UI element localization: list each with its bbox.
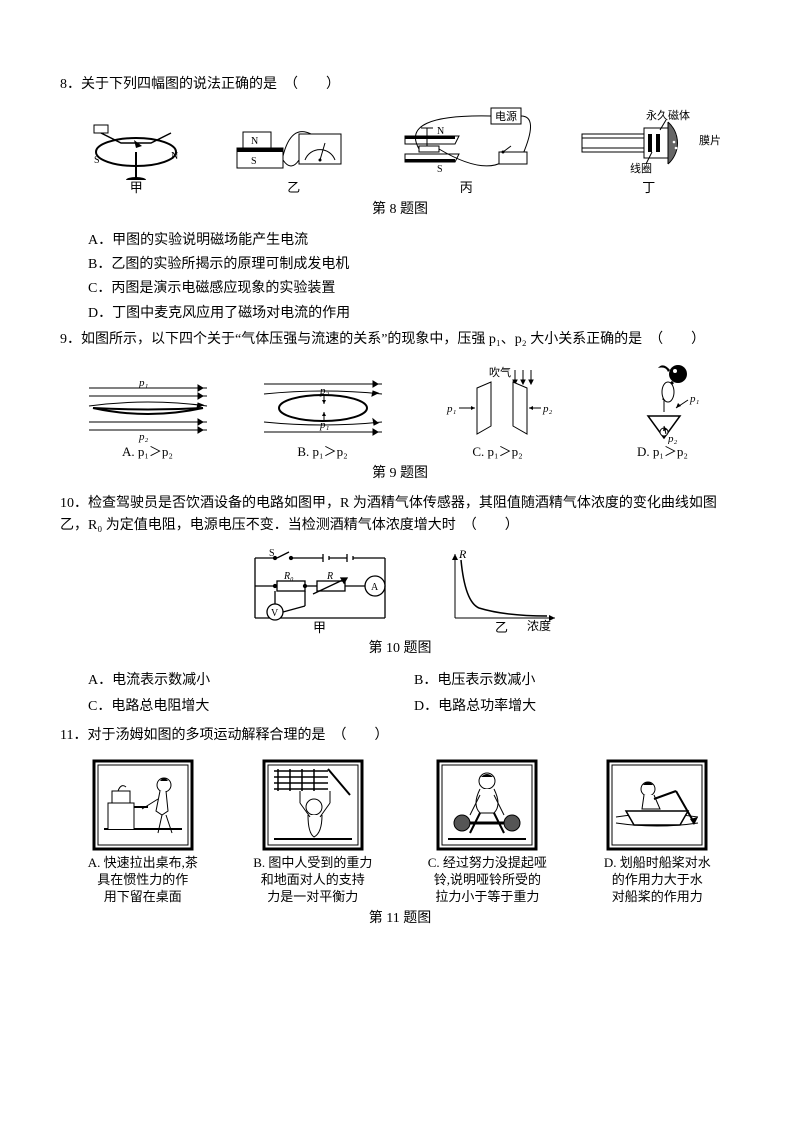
q10-fig-jia: S A V R₀ R 甲 (235, 546, 405, 636)
svg-text:p₁: p₁ (689, 393, 700, 405)
q8-options: A．甲图的实验说明磁场能产生电流 B．乙图的实验所揭示的原理可制成发电机 C．丙… (60, 230, 740, 326)
q11-captD1: D. 划船时船桨对水 (604, 855, 711, 872)
q8-optD: D．丁图中麦克风应用了磁场对电流的作用 (60, 303, 740, 325)
svg-text:p₂: p₂ (667, 433, 678, 444)
q9-fig-C: 吹气 p₁ p₂ C. p₁＞p₂ (433, 364, 563, 461)
svg-text:S: S (437, 164, 443, 175)
q9-fig-B: p₂ p₁ B. p₁＞p₂ (258, 368, 388, 461)
q9-optD: D. p₁＞p₂ (637, 444, 688, 461)
q11-captA3: 用下留在桌面 (104, 889, 182, 906)
q11-svgD (602, 755, 712, 855)
q8-fig-yi-label: 乙 (287, 180, 300, 197)
q10-stem: 10．检查驾驶员是否饮酒设备的电路如图甲，R 为酒精气体传感器，其阻值随酒精气体… (60, 493, 740, 538)
q11-captC3: 拉力小于等于重力 (435, 889, 539, 906)
q11-captB3: 力是一对平衡力 (267, 889, 358, 906)
q10-optD: D．电路总功率增大 (414, 696, 740, 718)
q8-fig-jia: N S 甲 (76, 110, 196, 197)
svg-text:p₂: p₂ (542, 403, 553, 415)
svg-text:R₀: R₀ (283, 571, 294, 582)
q9-fig-D: p₁ p₂ D. p₁＞p₂ (608, 360, 718, 461)
q8-dianyuan-text: 电源 (495, 109, 517, 123)
svg-text:R: R (326, 571, 333, 582)
svg-text:p₁: p₁ (319, 419, 330, 431)
q11-captB2: 和地面对人的支持 (261, 872, 365, 889)
q8-svg-jia: N S (76, 110, 196, 180)
svg-text:A: A (371, 582, 379, 593)
q9-optA: A. p₁＞p₂ (122, 444, 173, 461)
q8-optA: A．甲图的实验说明磁场能产生电流 (60, 230, 740, 252)
svg-text:p₂: p₂ (138, 431, 149, 443)
q8-fig-bing-label: 丙 (460, 180, 473, 197)
q8-figure-row: N S 甲 N S 乙 N S (60, 104, 740, 197)
q10-conc-label: 浓度 (527, 618, 551, 633)
q10-optA: A．电流表示数减小 (88, 670, 414, 692)
q11-captA1: A. 快速拉出桌布,茶 (88, 855, 198, 872)
q9-caption: 第 9 题图 (60, 463, 740, 485)
svg-text:p₁: p₁ (446, 403, 457, 415)
q8-fig-ding: 永久磁体 膜片 线圈 丁 (574, 104, 724, 197)
q11-stem: 11．对于汤姆如图的多项运动解释合理的是 （ ） (60, 725, 740, 747)
svg-text:N: N (437, 126, 444, 137)
q8-fig-yi: N S 乙 (229, 110, 359, 197)
q11-fig-C: C. 经过努力没提起哑 铃,说明哑铃所受的 拉力小于等于重力 (428, 755, 547, 906)
svg-text:V: V (271, 608, 279, 619)
q11-caption: 第 11 题图 (60, 908, 740, 930)
svg-text:p₁: p₁ (138, 377, 149, 389)
q11-captC2: 铃,说明哑铃所受的 (434, 872, 541, 889)
q10-R-label: R (458, 547, 467, 561)
q11-captC1: C. 经过努力没提起哑 (428, 855, 547, 872)
q9-blow-text: 吹气 (489, 365, 511, 379)
q9-stem: 9．如图所示，以下四个关于“气体压强与流速的关系”的现象中，压强 p₁、p₂ 大… (60, 329, 740, 351)
q11-svgB (258, 755, 368, 855)
svg-text:p₂: p₂ (319, 385, 330, 397)
q11-captD3: 对船桨的作用力 (612, 889, 703, 906)
q11-svgA (88, 755, 198, 855)
q8-diaphragm-text: 膜片 (699, 134, 721, 147)
q8-svg-bing: N S 电源 (391, 104, 541, 180)
q11-captA2: 具在惯性力的作 (97, 872, 188, 889)
q8-optC: C．丙图是演示电磁感应现象的实验装置 (60, 278, 740, 300)
q11-captB1: B. 图中人受到的重力 (253, 855, 372, 872)
q8-caption: 第 8 题图 (60, 199, 740, 221)
svg-text:S: S (269, 548, 275, 559)
q10-optB: B．电压表示数减小 (414, 670, 740, 692)
q8-magnet-text: 永久磁体 (646, 108, 690, 122)
q11-captD2: 的作用力大于水 (612, 872, 703, 889)
q9-fig-A: p₁ p₂ A. p₁＞p₂ (83, 368, 213, 461)
q9-optB: B. p₁＞p₂ (297, 444, 347, 461)
svg-text:N: N (251, 136, 258, 147)
q10-optC: C．电路总电阻增大 (88, 696, 414, 718)
q10-svg-yi: R 浓度 乙 (435, 546, 565, 636)
q10-options: A．电流表示数减小 B．电压表示数减小 C．电路总电阻增大 D．电路总功率增大 (60, 668, 740, 721)
q10-figure-row: S A V R₀ R 甲 R 浓度 乙 (60, 546, 740, 636)
q8-fig-jia-label: 甲 (130, 180, 143, 197)
q11-figure-row: A. 快速拉出桌布,茶 具在惯性力的作 用下留在桌面 B. 图中人受到的重力 和… (60, 755, 740, 906)
q9-svgD: p₁ p₂ (608, 360, 718, 444)
q11-svgC (432, 755, 542, 855)
q9-svgB: p₂ p₁ (258, 368, 388, 444)
q10-yi-label: 乙 (495, 620, 508, 635)
q8-fig-ding-label: 丁 (642, 180, 655, 197)
q10-jia-label: 甲 (313, 620, 326, 635)
q10-caption: 第 10 题图 (60, 638, 740, 660)
q11-fig-D: D. 划船时船桨对水 的作用力大于水 对船桨的作用力 (602, 755, 712, 906)
svg-text:S: S (251, 156, 257, 167)
q9-figure-row: p₁ p₂ A. p₁＞p₂ p₂ p₁ B. p₁＞p₂ 吹气 (60, 360, 740, 461)
q11-fig-B: B. 图中人受到的重力 和地面对人的支持 力是一对平衡力 (253, 755, 372, 906)
q10-svg-jia: S A V R₀ R 甲 (235, 546, 405, 636)
svg-text:S: S (94, 155, 100, 166)
q8-stem: 8．关于下列四幅图的说法正确的是 （ ） (60, 74, 740, 96)
q9-svgC: 吹气 p₁ p₂ (433, 364, 563, 444)
q8-fig-bing: N S 电源 丙 (391, 104, 541, 197)
q9-optC: C. p₁＞p₂ (472, 444, 522, 461)
q10-fig-yi: R 浓度 乙 (435, 546, 565, 636)
q8-optB: B．乙图的实验所揭示的原理可制成发电机 (60, 254, 740, 276)
q8-svg-ding: 永久磁体 膜片 线圈 (574, 104, 724, 180)
q9-svgA: p₁ p₂ (83, 368, 213, 444)
q11-fig-A: A. 快速拉出桌布,茶 具在惯性力的作 用下留在桌面 (88, 755, 198, 906)
q8-coil-text: 线圈 (630, 161, 652, 175)
q8-svg-yi: N S (229, 110, 359, 180)
svg-text:N: N (171, 151, 178, 162)
